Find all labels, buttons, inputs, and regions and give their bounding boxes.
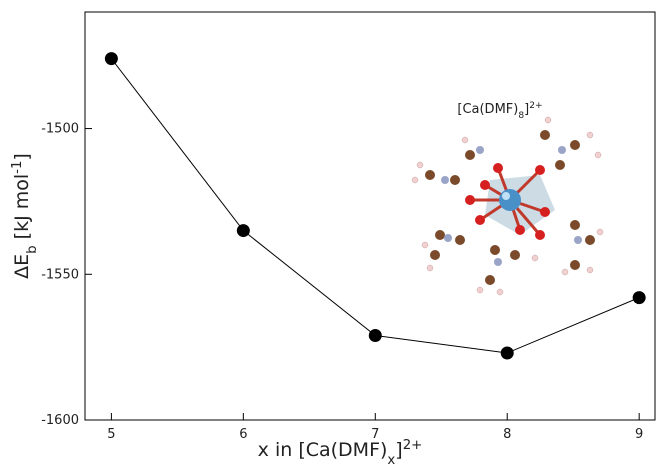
marker — [368, 328, 382, 342]
marker — [104, 52, 118, 66]
label-part: ] — [11, 153, 33, 160]
y-axis-title: ΔEb [kJ mol-1] — [10, 153, 40, 279]
annotation: [Ca(DMF)8]2+ — [457, 101, 542, 121]
label-part: [Ca(DMF) — [457, 102, 518, 117]
label-part: x in [Ca(DMF) — [258, 439, 388, 461]
label-part: ΔE — [11, 254, 33, 279]
y-tick-label: -1550 — [41, 267, 79, 282]
molecule-illustration — [411, 116, 604, 296]
marker — [500, 346, 514, 360]
marker — [632, 291, 646, 305]
x-axis-title: x in [Ca(DMF)x]2+ — [258, 438, 423, 464]
label-part: ] — [395, 439, 402, 461]
x-tick-label: 7 — [371, 427, 379, 442]
label-part: ] — [524, 102, 529, 117]
label-part: [kJ mol — [11, 174, 33, 246]
x-tick-label: 5 — [107, 427, 115, 442]
y-tick-label: -1500 — [41, 122, 79, 137]
label-part: x — [387, 453, 395, 464]
series-line — [110, 58, 640, 354]
label-part: -1 — [10, 161, 25, 174]
label-part: b — [25, 245, 40, 253]
marker — [236, 224, 250, 238]
x-tick-label: 9 — [635, 427, 643, 442]
label-part: 2+ — [403, 438, 423, 453]
label-part: 8 — [518, 111, 524, 121]
y-tick-label: -1600 — [41, 413, 79, 428]
label-part: 2+ — [529, 101, 542, 111]
x-tick-label: 8 — [503, 427, 511, 442]
x-tick-label: 6 — [239, 427, 247, 442]
plot-frame — [84, 11, 656, 421]
